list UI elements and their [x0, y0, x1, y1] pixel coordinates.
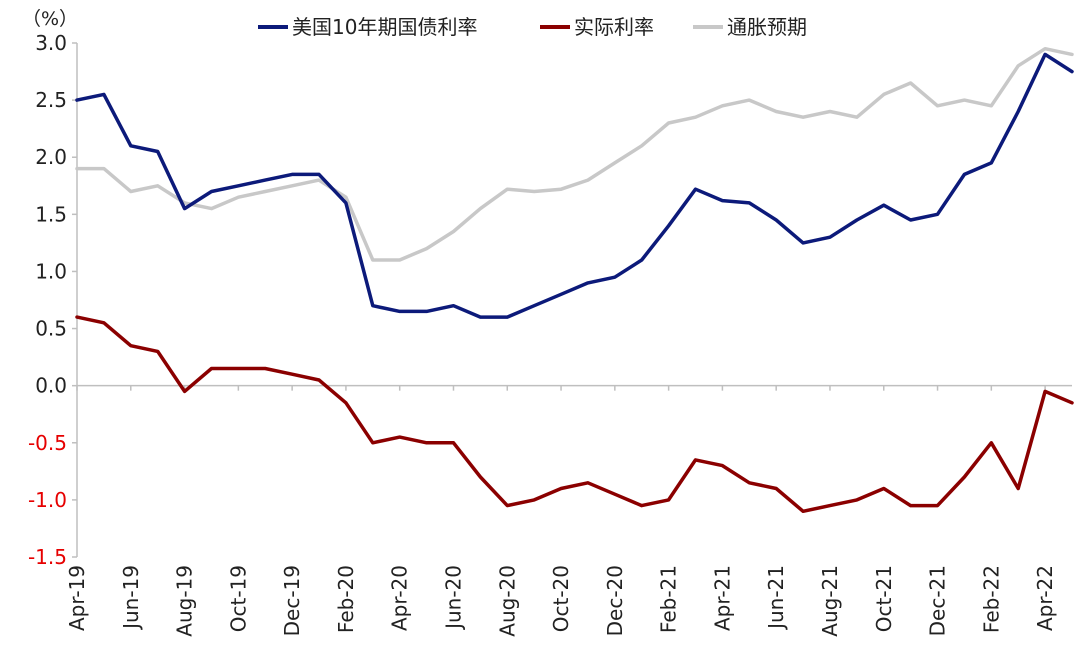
- y-tick-label: 1.0: [35, 259, 67, 283]
- treasury-yield-line: [75, 52, 1074, 319]
- y-tick-label: 2.0: [35, 145, 67, 169]
- legend: 美国10年期国债利率 实际利率 通胀预期: [258, 15, 807, 39]
- y-tick-label: 0.5: [35, 317, 67, 341]
- x-tick-label: Feb-20: [334, 565, 358, 633]
- y-axis-ticks: 3.0 2.5 2.0 1.5 1.0 0.5 0.0 -0.5 -1.0 -1.5: [28, 31, 77, 569]
- x-tick-label: Oct-20: [549, 565, 573, 632]
- x-tick-label: Jun-19: [119, 565, 143, 631]
- x-tick-label: Jun-21: [764, 565, 788, 631]
- real-rate-line: [75, 315, 1074, 514]
- x-tick-label: Dec-19: [280, 565, 304, 636]
- y-axis-unit-label: （%）: [22, 8, 78, 30]
- axes: [76, 43, 1072, 557]
- x-tick-label: Oct-19: [226, 565, 250, 632]
- x-tick-label: Dec-20: [603, 565, 627, 636]
- x-tick-label: Feb-21: [657, 565, 681, 633]
- x-tick-label: Jun-20: [441, 565, 465, 631]
- inflation-expectation-line: [75, 46, 1074, 262]
- legend-label-treasury: 美国10年期国债利率: [292, 15, 477, 39]
- x-tick-label: Apr-19: [65, 565, 89, 631]
- x-tick-label: Oct-21: [872, 565, 896, 632]
- x-tick-label: Aug-19: [173, 565, 197, 637]
- x-axis-ticks: Apr-19 Jun-19 Aug-19 Oct-19 Dec-19 Feb-20 Apr-…: [65, 385, 1057, 637]
- x-tick-label: Feb-22: [979, 565, 1003, 633]
- x-tick-label: Apr-20: [388, 565, 412, 631]
- x-tick-label: Apr-21: [710, 565, 734, 631]
- y-tick-label: 2.5: [35, 88, 67, 112]
- y-tick-label: 1.5: [35, 202, 67, 226]
- legend-label-real-rate: 实际利率: [574, 15, 654, 39]
- x-tick-label: Aug-20: [495, 565, 519, 637]
- y-tick-label: 0.0: [35, 374, 67, 398]
- y-tick-label: -1.0: [28, 488, 67, 512]
- y-tick-label: -0.5: [28, 431, 67, 455]
- legend-label-inflation: 通胀预期: [727, 15, 807, 39]
- y-tick-label: 3.0: [35, 31, 67, 55]
- x-tick-label: Apr-22: [1033, 565, 1057, 631]
- y-tick-label: -1.5: [28, 545, 67, 569]
- x-tick-label: Dec-21: [926, 565, 950, 636]
- series-lines: [75, 46, 1074, 514]
- x-tick-label: Aug-21: [818, 565, 842, 637]
